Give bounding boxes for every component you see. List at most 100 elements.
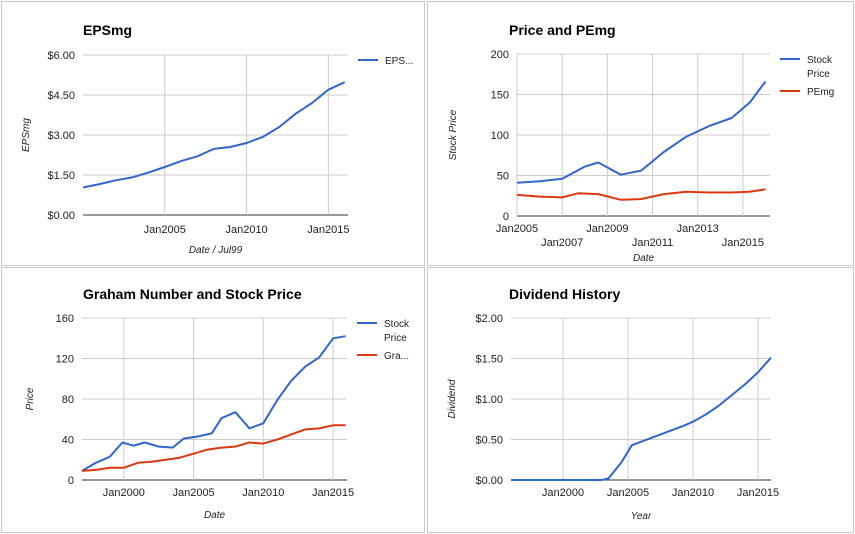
data-point: [95, 469, 97, 471]
data-point: [516, 182, 518, 184]
data-point: [133, 445, 135, 447]
data-point: [234, 411, 236, 413]
data-point: [670, 430, 672, 432]
legend-label: Price: [384, 333, 407, 344]
price-pe-chart-panel: Price and PEmg 0 50 100 150 200 Jan2005 Jan2007…: [427, 1, 854, 266]
data-point: [172, 447, 174, 449]
data-point: [749, 191, 751, 193]
data-point: [158, 446, 160, 448]
chart-title: Price and PEmg: [509, 22, 616, 38]
data-point: [121, 442, 123, 444]
legend-label: Price: [807, 69, 830, 80]
data-point: [708, 192, 710, 194]
data-point: [731, 394, 733, 396]
data-point: [183, 437, 185, 439]
y-tick-label: 100: [491, 130, 509, 142]
x-tick-label: Jan2013: [677, 223, 719, 235]
x-tick-label: Jan2007: [541, 237, 583, 249]
data-point: [608, 477, 610, 479]
series-line: [516, 80, 767, 184]
data-point: [577, 192, 579, 194]
data-point: [692, 421, 694, 423]
data-point: [685, 136, 687, 138]
data-point: [620, 199, 622, 201]
y-tick-label: $1.00: [475, 394, 503, 406]
data-point: [584, 166, 586, 168]
y-tick-label: 200: [491, 49, 509, 61]
data-point: [332, 337, 334, 339]
data-point: [621, 461, 623, 463]
data-point: [744, 383, 746, 385]
eps-chart-panel: EPSmg $0.00 $1.50 $3.00 $4.50 $6.00 Jan2005 Jan…: [1, 1, 425, 266]
y-tick-label: $0.00: [47, 210, 75, 222]
y-tick-label: $4.50: [47, 90, 75, 102]
data-point: [109, 467, 111, 469]
data-point: [327, 89, 329, 91]
legend-label: Stock: [384, 319, 410, 330]
data-point: [276, 439, 278, 441]
data-point: [248, 427, 250, 429]
data-point: [262, 443, 264, 445]
data-point: [144, 442, 146, 444]
data-point: [345, 424, 347, 426]
data-point: [311, 102, 313, 104]
x-tick-label: Jan2010: [672, 487, 714, 499]
data-point: [197, 155, 199, 157]
data-point: [207, 449, 209, 451]
chart-title: EPSmg: [83, 22, 132, 38]
data-point: [109, 456, 111, 458]
x-tick-label: Jan2015: [312, 487, 354, 499]
data-point: [332, 424, 334, 426]
data-point: [597, 193, 599, 195]
x-tick-label: Jan2005: [496, 223, 538, 235]
data-point: [131, 176, 133, 178]
graham-chart-panel: Graham Number and Stock Price 0 40 80 120 160…: [1, 267, 425, 533]
y-tick-label: $2.00: [475, 313, 503, 325]
series-line: [81, 424, 346, 472]
data-point: [663, 193, 665, 195]
y-tick-label: $0.50: [475, 435, 503, 447]
data-point: [705, 413, 707, 415]
data-point: [147, 172, 149, 174]
data-point: [536, 479, 538, 481]
x-tick-label: Jan2005: [144, 224, 186, 236]
chart-title: Dividend History: [509, 286, 620, 302]
y-tick-label: 150: [491, 90, 509, 102]
x-axis-label: Year: [631, 511, 652, 522]
data-point: [246, 142, 248, 144]
data-point: [180, 160, 182, 162]
data-point: [770, 357, 772, 359]
data-point: [731, 117, 733, 119]
data-point: [344, 81, 346, 83]
data-point: [575, 479, 577, 481]
legend-label: EPS...: [385, 56, 413, 67]
y-tick-label: $3.00: [47, 130, 75, 142]
data-point: [295, 113, 297, 115]
data-point: [213, 148, 215, 150]
data-point: [137, 462, 139, 464]
data-point: [234, 446, 236, 448]
legend-label: PEmg: [807, 87, 834, 98]
data-point: [516, 194, 518, 196]
data-point: [290, 433, 292, 435]
x-tick-label: Jan2015: [307, 224, 349, 236]
data-point: [82, 187, 84, 189]
data-point: [562, 479, 564, 481]
data-point: [290, 380, 292, 382]
data-point: [539, 180, 541, 182]
y-tick-label: 80: [62, 394, 74, 406]
series-line: [81, 335, 346, 472]
data-point: [601, 479, 603, 481]
y-tick-label: 160: [56, 313, 74, 325]
data-point: [663, 151, 665, 153]
data-point: [318, 356, 320, 358]
y-axis-label: Stock Price: [448, 109, 459, 160]
data-point: [749, 102, 751, 104]
x-tick-label: Jan2015: [722, 237, 764, 249]
data-point: [151, 461, 153, 463]
x-tick-label: Jan2011: [632, 237, 673, 249]
data-point: [262, 422, 264, 424]
y-tick-label: $0.00: [475, 475, 503, 487]
legend-label: Gra...: [384, 351, 409, 362]
data-point: [631, 444, 633, 446]
